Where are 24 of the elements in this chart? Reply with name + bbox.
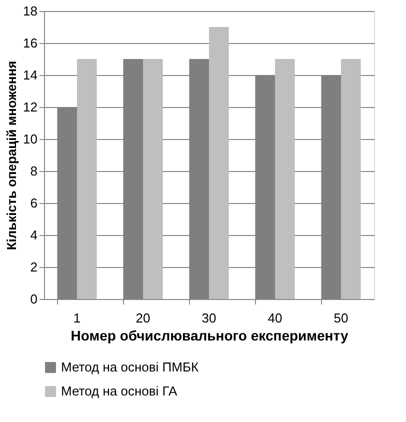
bar (143, 59, 163, 299)
x-tick-label: 50 (334, 310, 348, 326)
bar (209, 27, 229, 299)
y-tick-label: 12 (23, 100, 38, 114)
x-tick-label: 20 (136, 310, 150, 326)
y-tick-label: 6 (30, 196, 38, 210)
bar (341, 59, 361, 299)
y-tick-label: 14 (23, 68, 38, 82)
y-tick-label: 2 (30, 260, 38, 274)
x-tick-label: 40 (268, 310, 282, 326)
legend-label: Метод на основі ПМБК (61, 360, 199, 374)
bar (77, 59, 97, 299)
x-tick-label: 1 (73, 310, 81, 326)
y-tick-label: 16 (23, 36, 38, 50)
x-axis-title: Номер обчислювального експерименту (70, 328, 348, 344)
y-tick-label: 8 (30, 164, 38, 178)
x-tick-label: 30 (202, 310, 216, 326)
y-axis-title: Кількість операцій множення (4, 60, 20, 250)
y-tick-label: 0 (30, 292, 38, 306)
bar (275, 59, 295, 299)
y-tick-label: 18 (23, 4, 38, 18)
y-tick-label: 10 (23, 132, 38, 146)
y-tick-label: 4 (30, 228, 38, 242)
legend-label: Метод на основі ГА (61, 384, 178, 398)
